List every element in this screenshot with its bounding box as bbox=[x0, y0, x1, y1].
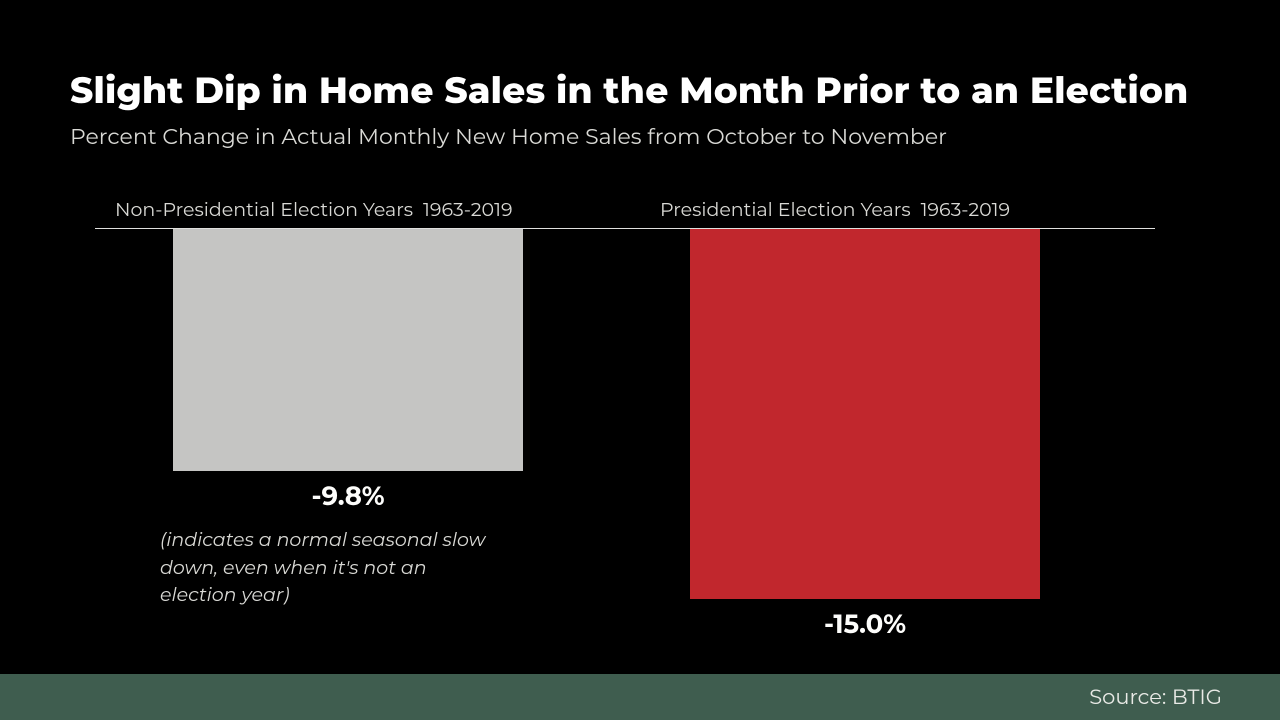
bar-label-1: Presidential Election Years 1963-2019 bbox=[660, 198, 1010, 221]
bar-label-0: Non-Presidential Election Years 1963-201… bbox=[115, 198, 513, 221]
chart-plot-area: Non-Presidential Election Years 1963-201… bbox=[70, 198, 1210, 668]
bar-annotation-0: (indicates a normal seasonal slow down, … bbox=[160, 526, 490, 609]
bar-value-1: -15.0% bbox=[690, 608, 1040, 640]
bar-value-0: -9.8% bbox=[173, 480, 523, 512]
chart-container: Slight Dip in Home Sales in the Month Pr… bbox=[0, 0, 1280, 668]
bar-1 bbox=[690, 229, 1040, 599]
chart-title: Slight Dip in Home Sales in the Month Pr… bbox=[70, 70, 1210, 113]
source-label: Source: BTIG bbox=[1089, 685, 1222, 710]
chart-subtitle: Percent Change in Actual Monthly New Hom… bbox=[70, 123, 1210, 150]
bar-0 bbox=[173, 229, 523, 471]
footer-bar: Source: BTIG bbox=[0, 674, 1280, 720]
